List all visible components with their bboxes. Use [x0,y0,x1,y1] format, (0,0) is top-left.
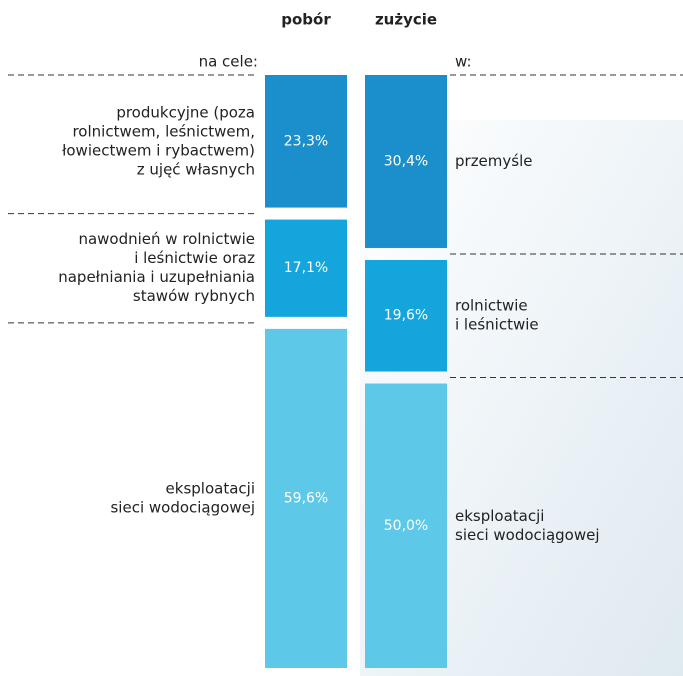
column-name: pobór [281,11,331,29]
segment-label: sieci wodociągowej [455,526,600,544]
segment-label: eksploatacji [166,479,255,497]
value-label: 59,6% [284,490,328,506]
segment-label: nawodnień w rolnictwie [78,230,255,248]
value-label: 30,4% [384,153,428,169]
segment-label: eksploatacji [455,507,544,525]
chart: pobórna cele:23,3%produkcyjne (pozarolni… [0,0,683,676]
segment-label: sieci wodociągowej [110,498,255,516]
page: pobórna cele:23,3%produkcyjne (pozarolni… [0,0,683,676]
value-label: 23,3% [284,133,328,149]
segment-label: łowiectwem i rybactwem) [62,141,255,159]
column-heading: w: [455,53,472,71]
segment-label: stawów rybnych [133,287,255,305]
segment-label: przemyśle [455,152,533,170]
segment-label: z ujęć własnych [137,160,255,178]
column-heading: na cele: [199,53,258,71]
segment-label: i leśnictwie [455,316,539,334]
segment-label: rolnictwem, leśnictwem, [72,122,255,140]
segment-label: produkcyjne (poza [116,103,255,121]
column-name: zużycie [375,11,437,29]
value-label: 17,1% [284,260,328,276]
value-label: 19,6% [384,308,428,324]
segment-label: napełniania i uzupełniania [58,268,255,286]
segment-label: i leśnictwie oraz [134,249,255,267]
segment-label: rolnictwie [455,297,528,315]
value-label: 50,0% [384,518,428,534]
